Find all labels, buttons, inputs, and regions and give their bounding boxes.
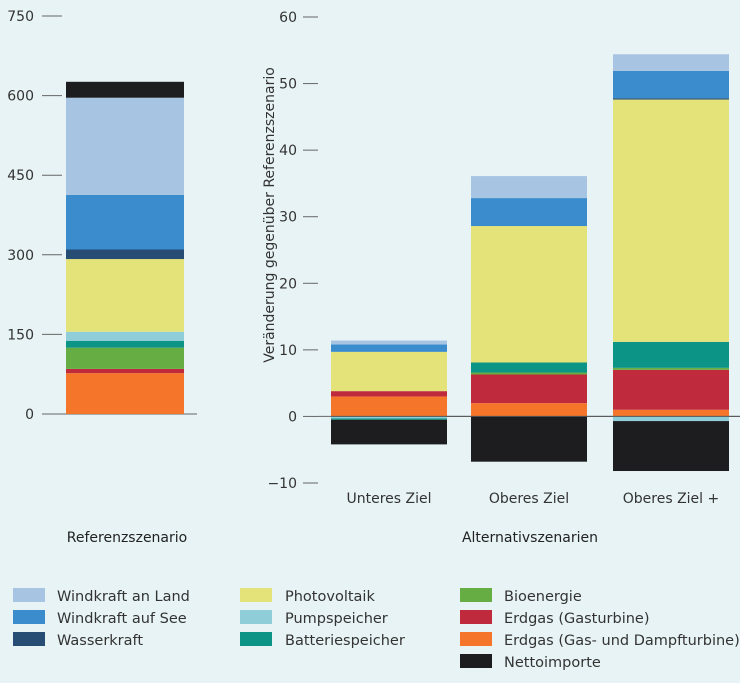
- legend-swatch-batteriespeicher: [240, 632, 272, 646]
- y-axis-title: Veränderung gegenüber Referenzszenario: [262, 67, 278, 363]
- y-tick-label: −10: [267, 476, 297, 492]
- y-tick-label: 300: [7, 248, 34, 264]
- legend-swatch-wasserkraft: [13, 632, 45, 646]
- bar-segment-photovoltaik: [66, 259, 184, 332]
- bar-segment-wasserkraft: [613, 98, 729, 100]
- legend-label-windkraft-auf-see: Windkraft auf See: [57, 611, 187, 627]
- legend-label-erdgas-gas-und-dampfturbine: Erdgas (Gas- und Dampfturbine): [504, 633, 740, 649]
- bar-segment-windkraft-auf-see: [66, 194, 184, 250]
- x-category-label: Oberes Ziel: [489, 491, 569, 507]
- y-tick-label: 600: [7, 89, 34, 105]
- bar-segment-windkraft-an-land: [471, 176, 587, 199]
- legend-label-nettoimporte: Nettoimporte: [504, 655, 601, 671]
- bar-segment-nettoimporte: [331, 419, 447, 445]
- y-tick-label: 450: [7, 168, 34, 184]
- bar-segment-windkraft-an-land: [66, 97, 184, 195]
- legend-label-wasserkraft: Wasserkraft: [57, 633, 143, 649]
- legend-label-erdgas-gasturbine: Erdgas (Gasturbine): [504, 611, 650, 627]
- bar-segment-windkraft-auf-see: [331, 344, 447, 352]
- y-tick-label: 0: [25, 407, 34, 423]
- legend-swatch-erdgas-gas-und-dampfturbine: [460, 632, 492, 646]
- bar-segment-erdgas-gasturbine: [613, 369, 729, 410]
- bar-segment-windkraft-an-land: [331, 340, 447, 345]
- legend-label-batteriespeicher: Batteriespeicher: [285, 633, 405, 649]
- bar-segment-pumpspeicher: [66, 331, 184, 341]
- bar-segment-erdgas-gasturbine: [471, 374, 587, 404]
- legend-swatch-windkraft-auf-see: [13, 610, 45, 624]
- y-tick-label: 150: [7, 327, 34, 343]
- panel-label: Referenzszenario: [67, 530, 187, 546]
- legend-swatch-nettoimporte: [460, 654, 492, 668]
- bar-segment-nettoimporte: [613, 421, 729, 472]
- bar-segment-erdgas-gas-und-dampfturbine: [613, 409, 729, 417]
- legend-label-bioenergie: Bioenergie: [504, 589, 582, 605]
- legend-swatch-windkraft-an-land: [13, 588, 45, 602]
- bar-segment-windkraft-auf-see: [613, 70, 729, 99]
- bar-segment-photovoltaik: [613, 99, 729, 342]
- bar-segment-bioenergie: [471, 372, 587, 375]
- legend-swatch-photovoltaik: [240, 588, 272, 602]
- bar-segment-erdgas-gas-und-dampfturbine: [66, 373, 184, 414]
- y-tick-label: 60: [279, 10, 297, 26]
- bar-segment-batteriespeicher: [613, 341, 729, 368]
- y-tick-label: 20: [279, 276, 297, 292]
- bar-segment-erdgas-gas-und-dampfturbine: [331, 396, 447, 417]
- bar-segment-photovoltaik: [331, 351, 447, 392]
- x-category-label: Unteres Ziel: [346, 491, 431, 507]
- bar-segment-bioenergie: [66, 347, 184, 369]
- bar-segment-batteriespeicher: [66, 340, 184, 348]
- bar-segment-photovoltaik: [471, 226, 587, 363]
- bar-segment-erdgas-gasturbine: [331, 391, 447, 397]
- y-tick-label: 750: [7, 9, 34, 25]
- legend-swatch-pumpspeicher: [240, 610, 272, 624]
- panel-label: Alternativszenarien: [462, 530, 598, 546]
- bar-segment-erdgas-gas-und-dampfturbine: [471, 403, 587, 417]
- legend-label-photovoltaik: Photovoltaik: [285, 589, 375, 605]
- bar-segment-nettoimporte: [471, 416, 587, 462]
- bar-segment-batteriespeicher: [471, 362, 587, 373]
- bar-segment-windkraft-an-land: [613, 54, 729, 71]
- bar-segment-erdgas-gasturbine: [66, 368, 184, 374]
- bar-segment-windkraft-auf-see: [471, 198, 587, 227]
- bar-segment-batteriespeicher: [331, 418, 447, 420]
- bar-segment-wasserkraft: [66, 249, 184, 260]
- y-tick-label: 50: [279, 77, 297, 93]
- y-tick-label: 10: [279, 343, 297, 359]
- legend-swatch-erdgas-gasturbine: [460, 610, 492, 624]
- legend-swatch-bioenergie: [460, 588, 492, 602]
- bar-segment-pumpspeicher: [613, 416, 729, 422]
- y-tick-label: 40: [279, 143, 297, 159]
- x-category-label: Oberes Ziel +: [623, 491, 720, 507]
- bar-segment-bioenergie: [613, 367, 729, 370]
- bar-segment-nettoimporte: [66, 81, 184, 98]
- legend-label-pumpspeicher: Pumpspeicher: [285, 611, 388, 627]
- bar-segment-pumpspeicher: [331, 416, 447, 419]
- y-tick-label: 0: [288, 409, 297, 425]
- y-tick-label: 30: [279, 210, 297, 226]
- legend-label-windkraft-an-land: Windkraft an Land: [57, 589, 190, 605]
